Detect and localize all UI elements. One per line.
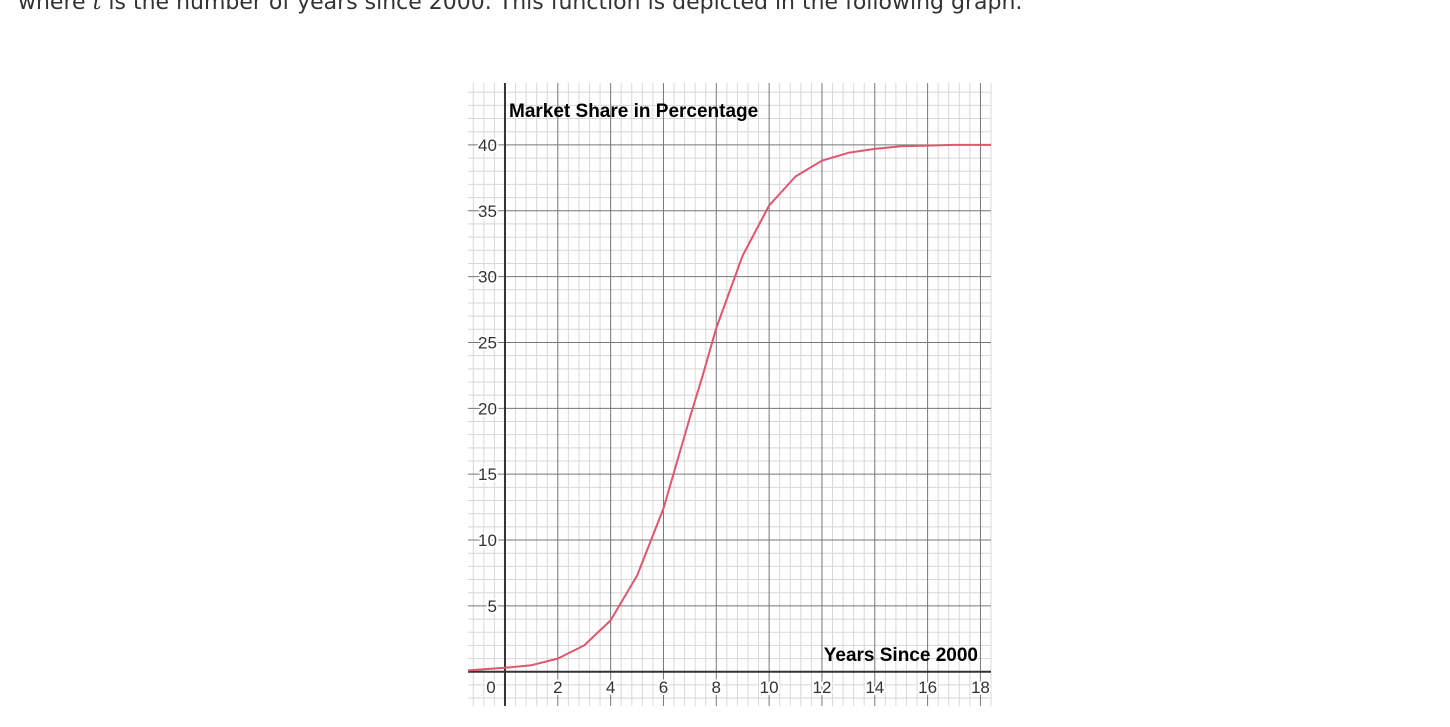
x-tick-label: 2 bbox=[553, 678, 562, 697]
x-tick-label: 8 bbox=[712, 678, 721, 697]
y-tick-label: 25 bbox=[478, 333, 497, 352]
major-grid bbox=[468, 83, 991, 706]
x-tick-label: 6 bbox=[659, 678, 668, 697]
x-tick-label: 0 bbox=[486, 678, 495, 697]
y-tick-label: 20 bbox=[478, 399, 497, 418]
x-tick-label: 16 bbox=[918, 678, 937, 697]
chart-title: Market Share in Percentage bbox=[509, 101, 758, 122]
intro-after: is the number of years since 2000. This … bbox=[101, 0, 1023, 15]
x-tick-label: 12 bbox=[812, 678, 831, 697]
y-tick-label: 10 bbox=[478, 531, 497, 550]
intro-text: where t is the number of years since 200… bbox=[18, 0, 1022, 18]
minor-grid bbox=[468, 83, 992, 706]
series-layer bbox=[467, 143, 991, 672]
y-tick-label: 40 bbox=[478, 136, 497, 155]
x-tick-label: 18 bbox=[971, 678, 990, 697]
series-line bbox=[467, 143, 991, 672]
y-tick-label: 5 bbox=[488, 597, 497, 616]
y-tick-label: 15 bbox=[478, 465, 497, 484]
x-tick-label: 14 bbox=[865, 678, 884, 697]
tick-labels: 0 2 4 6 8 10 12 14 16 18 5 10 15 20 25 30 35 40 bbox=[476, 134, 992, 699]
x-tick-label: 4 bbox=[606, 678, 615, 697]
axes bbox=[468, 83, 991, 706]
y-tick-label: 30 bbox=[478, 268, 497, 287]
x-tick-label: 10 bbox=[760, 678, 779, 697]
y-tick-label: 35 bbox=[478, 202, 497, 221]
intro-before: where bbox=[18, 0, 93, 15]
x-axis-label: Years Since 2000 bbox=[824, 645, 978, 666]
intro-variable: t bbox=[92, 0, 102, 15]
